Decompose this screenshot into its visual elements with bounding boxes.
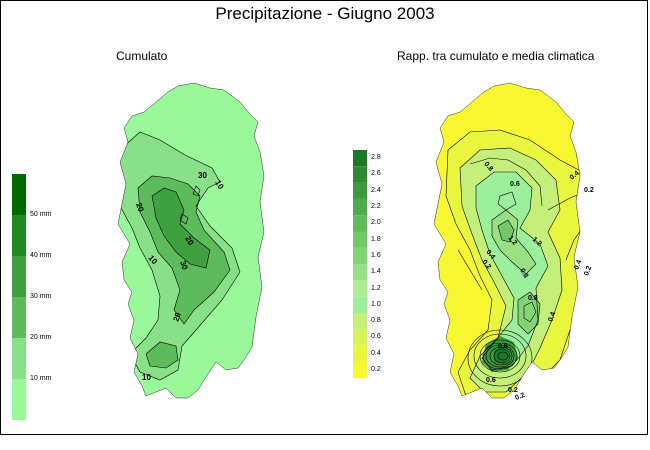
legend-label: 1.0 [371, 300, 381, 308]
legend-swatch [12, 338, 26, 379]
contour-label: 0.4 [569, 170, 581, 182]
contour-label: 0.6 [510, 181, 520, 188]
legend-label: 2.4 [371, 186, 381, 194]
legend-label: 1.8 [371, 235, 381, 243]
legend-swatch [353, 198, 367, 216]
contour-fill-30 [152, 188, 210, 268]
map-ratio: 0.80.60.40.21.2 1.20.80.40.20.20.40.80.40… [433, 82, 594, 402]
legend-swatch [353, 329, 367, 346]
contour-label: 0.4 [573, 259, 583, 271]
legend-label: 20 mm [30, 334, 52, 341]
contour-label: 0.6 [498, 343, 508, 350]
legend-label: 0.2 [371, 366, 381, 374]
legend-swatch [12, 379, 26, 420]
legend-swatch [353, 345, 367, 362]
legend-label: 2.2 [371, 203, 381, 211]
legend-label: 1.2 [371, 284, 381, 292]
contour-label: 1.2 [531, 236, 543, 248]
legend-swatch [353, 264, 367, 281]
contour-label: 0.8 [528, 295, 538, 302]
legend-swatch [12, 256, 26, 297]
legend-swatch [353, 231, 367, 248]
contour-label: 0.2 [508, 387, 518, 394]
contour-fill-20b [146, 342, 178, 368]
page-title: Precipitazione - Giugno 2003 [215, 4, 435, 23]
contour-label: 30 [198, 171, 207, 180]
legend-swatch [353, 280, 367, 297]
contour-label: 1.2 [506, 235, 518, 247]
map-ratio-title: Rapp. tra cumulato e media climatica [397, 49, 595, 63]
legend-swatch [353, 313, 367, 330]
legend-label: 10 mm [30, 375, 52, 382]
legend-label: 1.6 [371, 251, 381, 259]
legend-ratio [353, 150, 367, 379]
contour-label: 0.2 [480, 259, 492, 271]
legend-swatch [353, 215, 367, 232]
legend-label: 1.4 [371, 268, 381, 276]
legend-swatch [12, 297, 26, 338]
legend-label: 30 mm [30, 293, 52, 300]
ratio-fill-16 [518, 292, 540, 334]
legend-swatch [353, 296, 367, 313]
contour-label: 20 [171, 311, 183, 323]
legend-label: 2.6 [371, 170, 381, 178]
legend-swatch [353, 247, 367, 265]
legend-swatch [12, 174, 26, 215]
contour-label: 10 [142, 373, 151, 382]
map-cumulato-title: Cumulato [116, 49, 168, 63]
contour-label: 20 [134, 202, 146, 214]
legend-swatch [353, 182, 367, 199]
ratio-fill-18 [498, 220, 514, 242]
legend-label: 0.8 [371, 317, 381, 325]
contour-label: 0.8 [518, 268, 529, 280]
legend-swatch [353, 150, 367, 167]
contour-label: 0.4 [484, 249, 496, 261]
legend-label: 2.0 [371, 219, 381, 227]
contour-label: 0.2 [583, 265, 593, 277]
legend-label: 0.6 [371, 333, 381, 341]
legend-swatch [353, 361, 367, 379]
legend-swatch [353, 166, 367, 183]
contour-label: 0.2 [584, 187, 594, 194]
contour-label: 0.8 [482, 161, 494, 173]
contour-label: 0.4 [547, 311, 557, 323]
legend-cumulato [12, 174, 26, 420]
legend-label: 0.4 [371, 349, 381, 357]
legend-label: 50 mm [30, 211, 52, 218]
contour-label: 30 [178, 260, 190, 272]
figure-frame [0, 0, 648, 435]
legend-label: 2.8 [371, 154, 381, 162]
legend-swatch [12, 215, 26, 256]
contour-label: 0.2 [514, 392, 526, 402]
contour-label: 0.6 [486, 377, 496, 384]
legend-label: 40 mm [30, 252, 52, 259]
